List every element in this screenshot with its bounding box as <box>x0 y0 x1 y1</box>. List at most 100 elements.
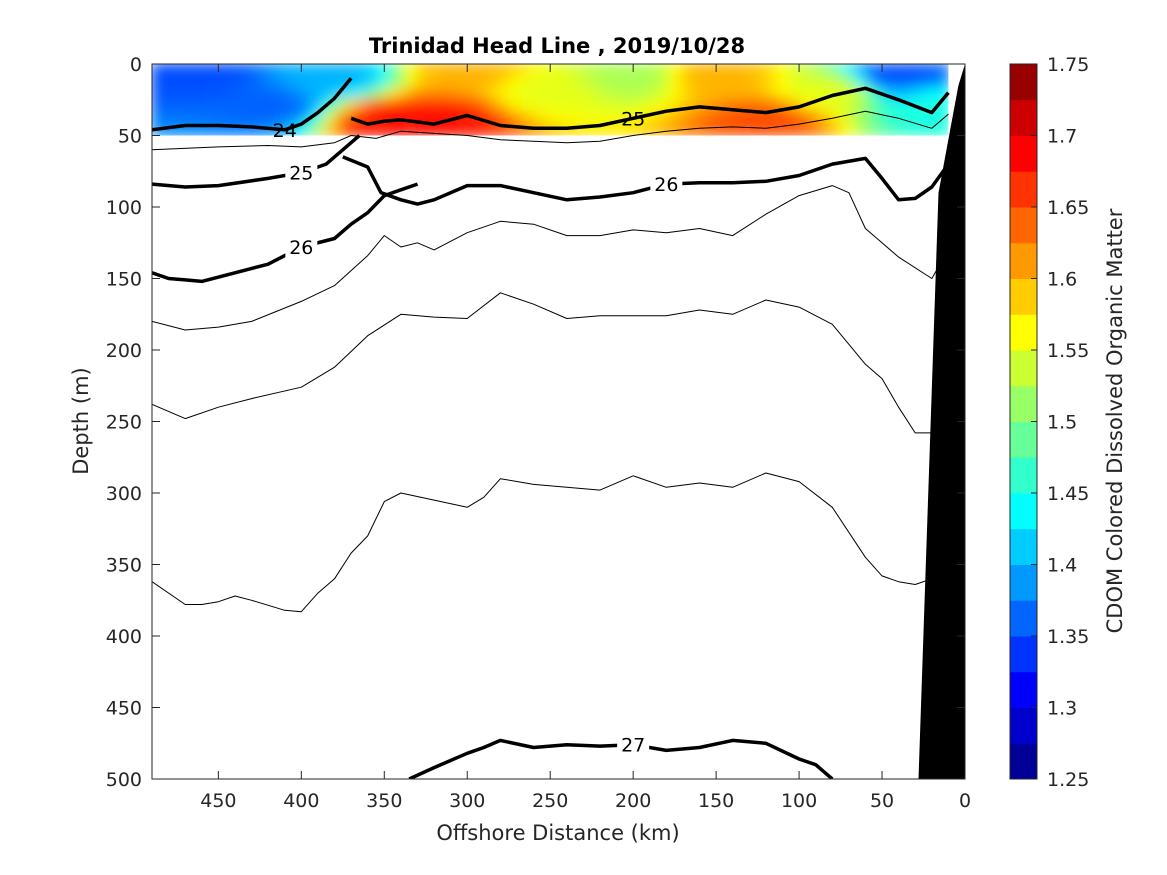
cdom-cell <box>867 110 884 125</box>
colorbar-tick-label: 1.35 <box>1047 626 1089 648</box>
cdom-cell <box>934 122 949 136</box>
colorbar-segment <box>1010 743 1037 780</box>
cdom-cell <box>615 86 631 101</box>
cdom-cell <box>243 98 260 113</box>
cdom-cell <box>456 74 472 89</box>
cdom-cell <box>283 64 300 77</box>
cdom-cell <box>655 74 671 89</box>
cdom-cell <box>416 64 432 77</box>
cdom-cell <box>403 98 419 113</box>
cdom-cell <box>152 64 167 77</box>
cdom-cell <box>389 74 406 89</box>
cdom-cell <box>230 110 246 125</box>
cdom-cell <box>443 86 459 101</box>
cdom-cell <box>363 86 379 101</box>
y-tick-label: 150 <box>106 269 142 291</box>
colorbar: 1.25 1.3 1.35 1.4 1.45 1.5 1.55 1.6 1.65 1.7 1.75 <box>1009 54 1089 791</box>
cdom-cell <box>761 98 777 113</box>
cdom-cell <box>881 64 897 77</box>
colorbar-label: CDOM Colored Dissolved Organic Matter <box>1103 208 1127 633</box>
cdom-cell <box>336 98 353 113</box>
cdom-cell <box>496 64 512 77</box>
cdom-cell <box>695 122 711 136</box>
cdom-cell <box>761 122 777 136</box>
cdom-cell <box>509 122 525 136</box>
cdom-cell <box>549 86 565 101</box>
cdom-cell <box>642 64 658 77</box>
x-tick-label: 400 <box>283 790 319 812</box>
plot-content: 24 25 25 26 26 27 <box>152 64 965 779</box>
cdom-cell <box>854 64 870 77</box>
cdom-cell <box>336 74 353 89</box>
cdom-cell <box>270 110 286 125</box>
cdom-cell <box>628 74 645 89</box>
cdom-cell <box>907 122 923 136</box>
cdom-cell <box>482 122 499 136</box>
cdom-cell <box>920 122 937 136</box>
y-tick-label: 100 <box>106 197 142 219</box>
cdom-cell <box>283 86 300 101</box>
cdom-cell <box>243 64 260 77</box>
cdom-cell <box>827 74 844 89</box>
cdom-cell <box>774 122 791 136</box>
colorbar-tick-label: 1.25 <box>1047 769 1089 791</box>
cdom-cell <box>283 74 300 89</box>
cdom-cell <box>482 74 499 89</box>
cdom-cell <box>416 98 432 113</box>
cdom-cell <box>894 86 910 101</box>
cdom-cell <box>655 86 671 101</box>
cdom-cell <box>814 64 830 77</box>
y-tick-label: 250 <box>106 412 142 434</box>
cdom-cell <box>482 98 499 113</box>
cdom-cell <box>243 74 260 89</box>
cdom-cell <box>655 122 671 136</box>
cdom-cell <box>681 74 698 89</box>
cdom-cell <box>615 98 631 113</box>
cdom-cell <box>655 64 671 77</box>
cdom-cell <box>389 122 406 136</box>
cdom-cell <box>297 86 313 101</box>
cdom-cell <box>655 98 671 113</box>
cdom-cell <box>589 86 605 101</box>
cdom-cell <box>323 110 339 125</box>
cdom-cell <box>854 122 870 136</box>
cdom-cell <box>297 98 313 113</box>
colorbar-segment <box>1010 707 1037 744</box>
colorbar-segment <box>1010 350 1037 387</box>
cdom-cell <box>270 64 286 77</box>
cdom-cell <box>867 98 884 113</box>
x-tick-label: 350 <box>366 790 402 812</box>
cdom-cell <box>482 64 499 77</box>
cdom-cell <box>814 110 830 125</box>
cdom-cell <box>589 110 605 125</box>
cdom-cell <box>443 98 459 113</box>
cdom-cell <box>735 64 751 77</box>
colorbar-segment <box>1010 171 1037 208</box>
cdom-cell <box>708 122 724 136</box>
colorbar-tick-label: 1.75 <box>1047 54 1089 76</box>
cdom-cell <box>575 110 592 125</box>
contour-line-6 <box>152 185 949 331</box>
cdom-cell <box>190 64 207 77</box>
cdom-cell <box>708 74 724 89</box>
cdom-cell <box>562 74 578 89</box>
x-tick-label: 50 <box>870 790 894 812</box>
cdom-cell <box>310 64 326 77</box>
x-tick-label: 200 <box>615 790 651 812</box>
cdom-cell <box>721 110 738 125</box>
cdom-cell <box>695 110 711 125</box>
cdom-cell <box>190 98 207 113</box>
cdom-cell <box>403 64 419 77</box>
cdom-cell <box>681 64 698 77</box>
cdom-cell <box>867 64 884 77</box>
cdom-cell <box>788 110 804 125</box>
x-tick-label: 450 <box>200 790 236 812</box>
cdom-cell <box>668 74 684 89</box>
contour-line-4 <box>342 155 950 206</box>
y-tick-label: 50 <box>118 126 142 148</box>
cdom-cell <box>854 110 870 125</box>
cdom-cell <box>881 74 897 89</box>
cdom-cell <box>230 74 246 89</box>
x-axis-label: Offshore Distance (km) <box>436 821 679 845</box>
